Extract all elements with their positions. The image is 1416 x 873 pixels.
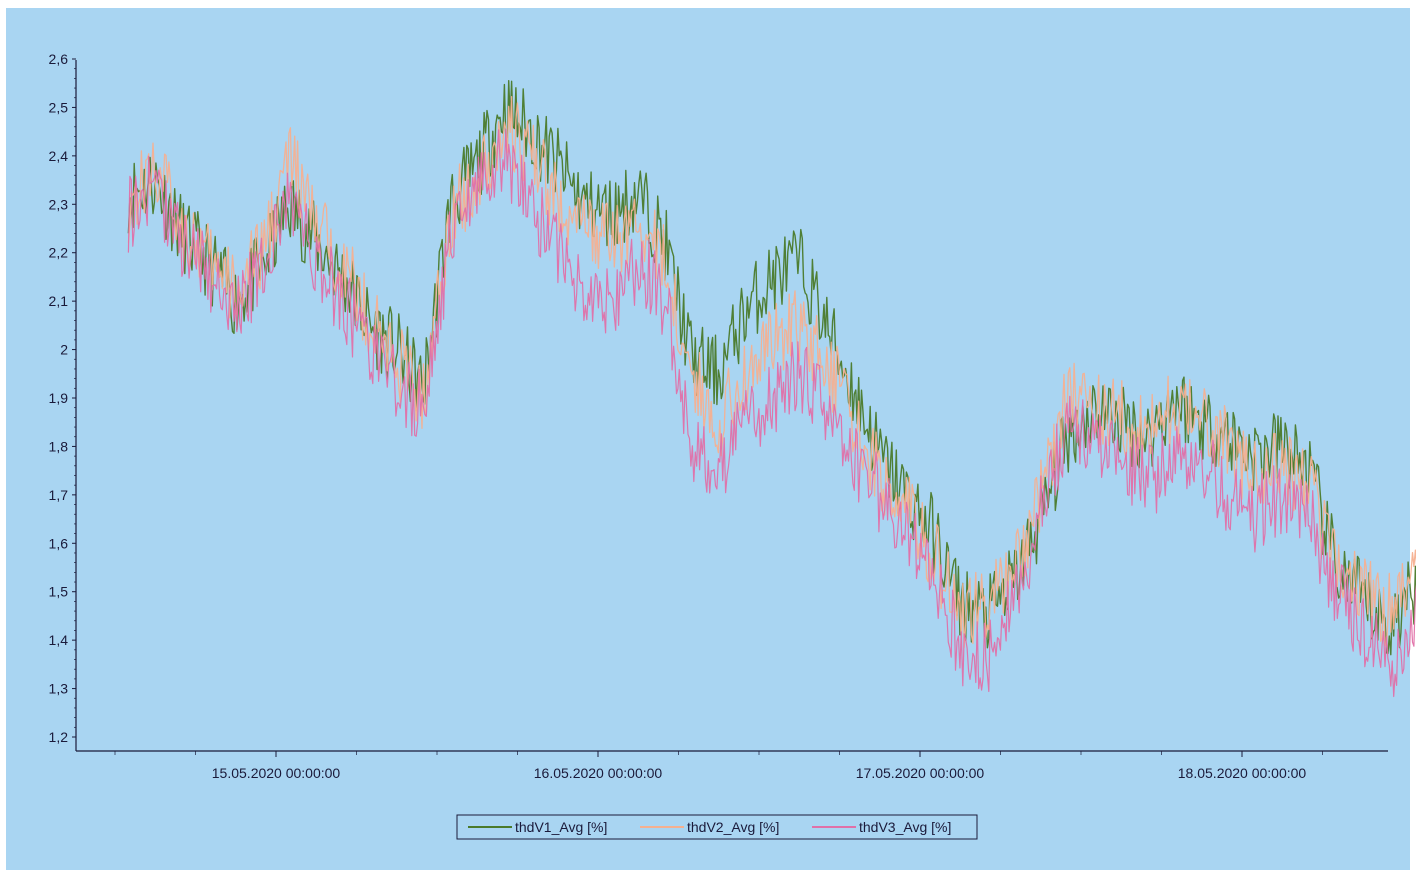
y-tick-label: 2: [60, 342, 68, 358]
x-axis-ticks: 15.05.2020 00:00:00 16.05.2020 00:00:00 17…: [114, 751, 1323, 781]
y-tick-label: 1,2: [49, 729, 69, 745]
legend-label-thdV1: thdV1_Avg [%]: [515, 819, 607, 835]
y-tick-label: 1,4: [49, 632, 69, 648]
x-tick-label: 15.05.2020 00:00:00: [212, 765, 341, 781]
series-line-3: [127, 128, 1416, 698]
y-tick-label: 1,3: [49, 681, 69, 697]
legend-label-thdV2: thdV2_Avg [%]: [687, 819, 779, 835]
y-tick-label: 2,2: [49, 245, 69, 261]
legend-box: [456, 814, 978, 840]
y-tick-label: 1,8: [49, 438, 69, 454]
y-tick-label: 1,7: [49, 487, 69, 503]
y-tick-label: 1,9: [49, 390, 69, 406]
y-tick-label: 2,1: [49, 293, 69, 309]
y-tick-label: 2,5: [49, 99, 69, 115]
y-tick-label: 1,6: [49, 535, 69, 551]
y-axis-ticks: 1,2 1,3 1,4 1,5 1,6 1,7 1,8 1,9 2 2,1 2,2 2,3 2,4 2,5…: [49, 51, 76, 745]
y-tick-label: 2,3: [49, 196, 69, 212]
y-tick-label: 1,5: [49, 584, 69, 600]
legend-label-thdV3: thdV3_Avg [%]: [859, 819, 951, 835]
x-tick-label: 16.05.2020 00:00:00: [534, 765, 663, 781]
y-tick-label: 2,6: [49, 51, 69, 67]
legend: thdV1_Avg [%] thdV2_Avg [%] thdV3_Avg [%…: [456, 814, 978, 840]
series-layer: [127, 79, 1416, 698]
series-line-2: [127, 96, 1416, 649]
x-tick-label: 18.05.2020 00:00:00: [1178, 765, 1307, 781]
x-tick-label: 17.05.2020 00:00:00: [856, 765, 985, 781]
series-line-1: [127, 79, 1416, 656]
y-tick-label: 2,4: [49, 148, 69, 164]
